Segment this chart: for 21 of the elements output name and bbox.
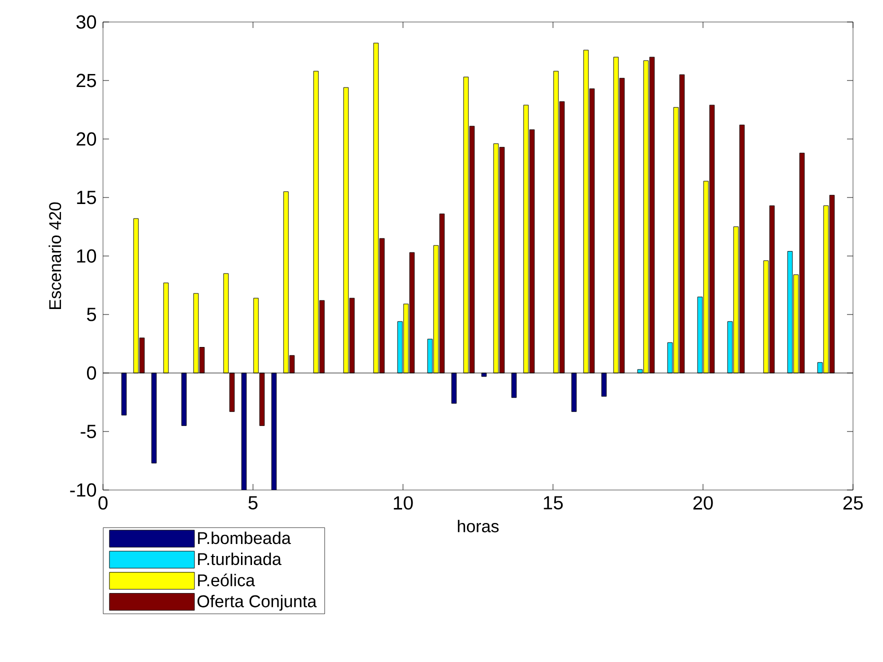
x-tick-label: 10	[394, 496, 413, 510]
y-tick-label: -5	[80, 424, 96, 438]
y-tick-label: 30	[76, 15, 96, 29]
y-tick-label: 10	[77, 249, 96, 263]
y-tick-label: -10	[70, 483, 96, 497]
y-tick-label: 25	[76, 74, 96, 88]
x-tick-label: 25	[843, 496, 863, 510]
y-axis-title: Escenario 420	[48, 202, 62, 309]
legend-label: P.bombeada	[198, 532, 291, 544]
y-tick-label: 15	[77, 190, 96, 204]
x-tick-label: 5	[248, 496, 258, 510]
legend-label: Oferta Conjunta	[198, 594, 317, 611]
y-tick-label: 0	[86, 366, 96, 380]
y-tick-label: 5	[87, 308, 96, 322]
y-tick-label: 20	[76, 132, 96, 146]
legend-label: P.eólica	[198, 574, 255, 586]
legend-label: P.turbinada	[198, 552, 282, 566]
x-tick-label: 0	[98, 496, 108, 510]
x-axis-title: horas	[458, 520, 499, 532]
x-tick-label: 15	[544, 496, 563, 510]
x-tick-label: 20	[693, 496, 713, 510]
